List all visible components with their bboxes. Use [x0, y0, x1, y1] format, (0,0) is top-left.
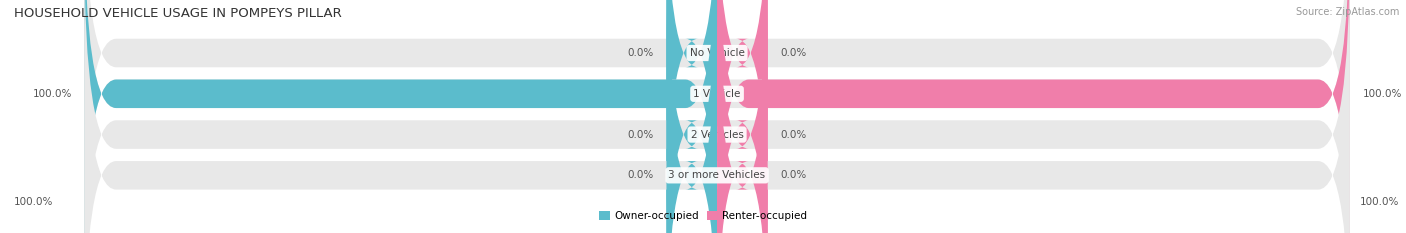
FancyBboxPatch shape [84, 0, 1350, 233]
FancyBboxPatch shape [666, 0, 717, 233]
FancyBboxPatch shape [717, 0, 768, 233]
FancyBboxPatch shape [717, 0, 768, 233]
FancyBboxPatch shape [84, 0, 1350, 233]
FancyBboxPatch shape [666, 0, 717, 233]
FancyBboxPatch shape [84, 0, 1350, 233]
Text: 2 Vehicles: 2 Vehicles [690, 130, 744, 140]
FancyBboxPatch shape [717, 0, 768, 233]
Text: 100.0%: 100.0% [32, 89, 72, 99]
Text: 0.0%: 0.0% [627, 48, 654, 58]
Text: 0.0%: 0.0% [627, 130, 654, 140]
Legend: Owner-occupied, Renter-occupied: Owner-occupied, Renter-occupied [595, 207, 811, 226]
Text: 100.0%: 100.0% [1362, 89, 1402, 99]
Text: Source: ZipAtlas.com: Source: ZipAtlas.com [1295, 7, 1399, 17]
Text: 0.0%: 0.0% [627, 170, 654, 180]
FancyBboxPatch shape [84, 0, 717, 233]
Text: No Vehicle: No Vehicle [689, 48, 745, 58]
Text: 0.0%: 0.0% [780, 48, 807, 58]
Text: 100.0%: 100.0% [1360, 197, 1399, 207]
FancyBboxPatch shape [717, 0, 1350, 233]
Text: 0.0%: 0.0% [780, 130, 807, 140]
FancyBboxPatch shape [666, 0, 717, 233]
Text: 3 or more Vehicles: 3 or more Vehicles [668, 170, 766, 180]
Text: 0.0%: 0.0% [780, 170, 807, 180]
Text: 100.0%: 100.0% [14, 197, 53, 207]
Text: 1 Vehicle: 1 Vehicle [693, 89, 741, 99]
FancyBboxPatch shape [84, 0, 1350, 233]
Text: HOUSEHOLD VEHICLE USAGE IN POMPEYS PILLAR: HOUSEHOLD VEHICLE USAGE IN POMPEYS PILLA… [14, 7, 342, 20]
